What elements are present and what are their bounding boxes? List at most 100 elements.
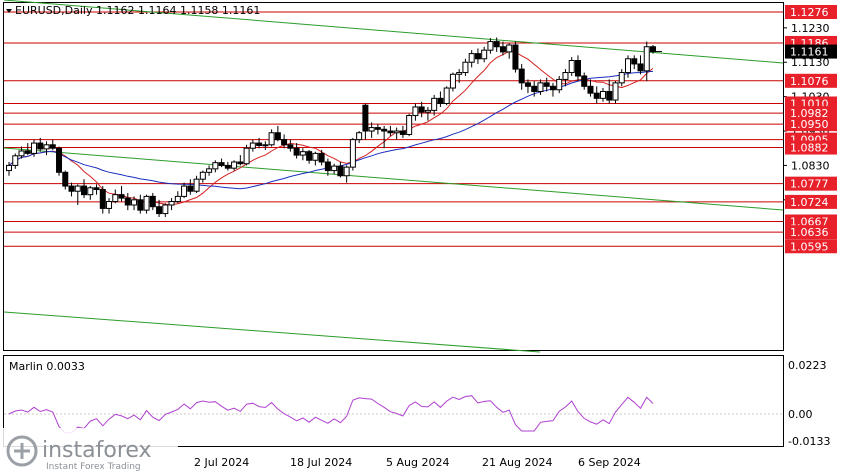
candle	[174, 191, 181, 204]
candle	[137, 194, 144, 214]
candle	[237, 155, 244, 166]
candle-body	[293, 147, 300, 156]
candle	[424, 106, 431, 121]
candle	[199, 170, 206, 183]
candle-body	[537, 82, 544, 92]
candle-body	[262, 144, 269, 147]
candle-body	[137, 199, 144, 211]
candle-body	[618, 72, 625, 84]
candle	[443, 86, 450, 106]
candle	[293, 143, 300, 159]
candle-body	[581, 75, 588, 87]
candle	[531, 81, 538, 97]
candle-body	[324, 161, 331, 172]
candle	[181, 182, 188, 199]
candle-body	[393, 130, 400, 134]
candle-body	[637, 63, 644, 72]
candle-body	[131, 199, 138, 206]
candle-body	[287, 144, 294, 149]
candle-body	[318, 152, 325, 163]
candle-body	[399, 130, 406, 135]
candle	[281, 134, 288, 149]
instaforex-logo: instaforex Instant Forex Trading	[0, 428, 178, 474]
dropdown-triangle-icon[interactable]	[6, 9, 12, 13]
level-tag-label: 1.0724	[790, 196, 829, 209]
candle	[643, 41, 650, 82]
candle-body	[243, 147, 250, 165]
candle	[387, 125, 394, 137]
candle-body	[299, 151, 306, 156]
candle	[106, 198, 113, 214]
candle	[81, 179, 88, 199]
level-tag-label: 1.0595	[790, 240, 829, 253]
candle	[18, 146, 25, 159]
candle	[249, 139, 256, 152]
candle-body	[99, 189, 106, 209]
trend-lines	[3, 0, 784, 353]
candle	[149, 192, 156, 211]
level-tag	[785, 73, 837, 88]
candle	[599, 88, 606, 102]
candle-body	[562, 72, 569, 80]
candle-body	[449, 73, 456, 89]
candle-body	[599, 90, 606, 99]
level-tag	[785, 106, 837, 121]
candle	[99, 186, 106, 214]
candle-body	[274, 132, 281, 141]
candle	[499, 41, 506, 56]
candle	[349, 137, 356, 171]
candle	[556, 75, 563, 94]
candle	[456, 69, 463, 83]
candle-body	[112, 194, 119, 203]
candle-body	[387, 130, 394, 134]
candle	[262, 141, 269, 150]
candle	[487, 38, 494, 54]
trend-line	[3, 147, 784, 211]
candle-body	[437, 97, 444, 105]
candle-body	[24, 150, 31, 154]
level-tag-label: 1.0777	[790, 178, 829, 191]
price-tick-label: 1.1230	[791, 22, 830, 35]
candle-body	[231, 161, 238, 169]
trend-line	[3, 311, 541, 353]
candle	[549, 82, 556, 97]
candle-body	[43, 144, 50, 150]
moving-averages	[8, 50, 654, 206]
candle-body	[156, 206, 163, 215]
candle-body	[524, 82, 531, 87]
candle	[537, 79, 544, 95]
candle-body	[518, 68, 525, 84]
candle	[168, 198, 175, 211]
candle-body	[224, 164, 231, 169]
candle	[618, 69, 625, 87]
indicator-scale-zero: 0.00	[788, 408, 813, 421]
candle	[243, 144, 250, 166]
candle	[612, 81, 619, 104]
candle	[449, 72, 456, 92]
level-tag-label: 1.0882	[790, 142, 829, 155]
ma-slow-line	[8, 70, 654, 190]
candle	[193, 175, 200, 193]
level-tag-label: 1.0950	[790, 118, 829, 131]
candle-body	[199, 171, 206, 180]
candle-body	[493, 41, 500, 48]
candle-body	[174, 195, 181, 203]
candle	[118, 186, 125, 202]
candle	[268, 129, 275, 147]
candle	[568, 57, 575, 76]
candle	[56, 146, 63, 176]
candle-body	[343, 166, 350, 177]
candle-body	[118, 194, 125, 199]
candle-body	[331, 165, 338, 172]
candle	[412, 103, 419, 121]
candle-body	[443, 87, 450, 105]
candle	[362, 103, 369, 140]
candle-body	[506, 44, 513, 53]
candle-body	[56, 147, 63, 173]
candle-body	[456, 72, 463, 75]
candle	[606, 79, 613, 104]
candle-body	[468, 53, 475, 63]
candle	[74, 184, 81, 205]
price-tick-label: 1.0830	[791, 159, 830, 172]
